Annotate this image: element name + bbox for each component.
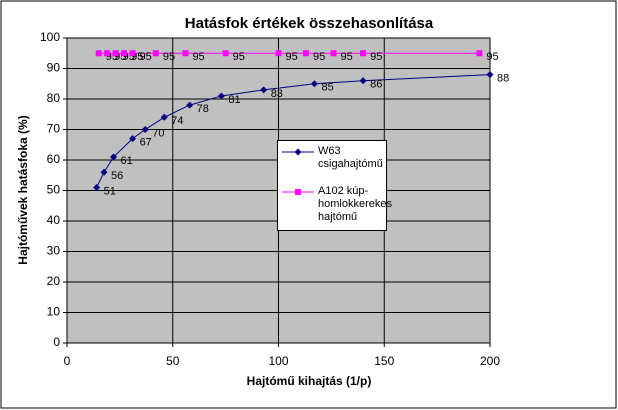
data-label: 95 xyxy=(486,51,498,63)
data-label: 95 xyxy=(313,51,325,63)
data-label: 51 xyxy=(104,185,116,197)
data-label: 95 xyxy=(340,51,352,63)
legend-icon xyxy=(282,148,314,156)
data-label: 95 xyxy=(233,51,245,63)
marker xyxy=(110,153,118,161)
marker xyxy=(486,71,494,79)
data-label: 78 xyxy=(197,103,209,115)
marker xyxy=(217,92,225,100)
x-axis-title: Hajtómű kihajtás (1/p) xyxy=(247,374,372,388)
legend: W63 csigahajtómű A102 kúp-homlokkerekes h… xyxy=(277,140,392,231)
y-tick-label: 30 xyxy=(47,244,61,258)
legend-item: W63 csigahajtómű xyxy=(278,145,386,171)
marker xyxy=(152,50,159,57)
y-tick-label: 10 xyxy=(47,305,61,319)
marker xyxy=(360,50,367,57)
data-label: 86 xyxy=(370,79,382,91)
marker xyxy=(295,189,301,195)
data-label: 95 xyxy=(370,51,382,63)
x-tick-label: 150 xyxy=(374,354,394,368)
legend-label: W63 csigahajtómű xyxy=(318,145,383,170)
y-tick-label: 40 xyxy=(47,213,61,227)
y-axis-title: Hajtóművek hatásfoka (%) xyxy=(16,115,30,264)
y-tick-label: 70 xyxy=(47,122,61,136)
marker xyxy=(302,50,309,57)
y-tick-label: 100 xyxy=(40,30,60,44)
data-label: 95 xyxy=(163,51,175,63)
legend-icon xyxy=(282,189,314,195)
marker xyxy=(129,50,136,57)
y-tick-label: 50 xyxy=(47,183,61,197)
marker xyxy=(129,135,137,143)
series-line xyxy=(96,74,491,188)
marker xyxy=(141,126,149,133)
marker xyxy=(359,77,367,85)
data-label: 88 xyxy=(497,73,509,85)
x-tick-label: 0 xyxy=(64,354,71,368)
marker xyxy=(476,50,483,57)
marker xyxy=(160,113,168,121)
x-tick-label: 200 xyxy=(480,354,500,368)
data-label: 95 xyxy=(192,51,204,63)
y-tick-label: 0 xyxy=(53,335,60,349)
data-label: 67 xyxy=(140,137,152,149)
marker xyxy=(310,80,318,88)
marker xyxy=(95,50,102,57)
data-label: 56 xyxy=(111,170,123,182)
chart-title: Hatásfok értékek összehasonlítása xyxy=(185,15,434,32)
data-label: 95 xyxy=(286,51,298,63)
marker xyxy=(222,50,229,57)
marker xyxy=(182,50,189,57)
marker xyxy=(330,50,337,57)
marker xyxy=(121,50,128,57)
y-tick-label: 80 xyxy=(47,91,61,105)
data-label: 85 xyxy=(321,82,333,94)
y-tick-label: 60 xyxy=(47,152,61,166)
y-tick-label: 90 xyxy=(47,61,61,75)
marker xyxy=(104,50,111,57)
y-tick-label: 20 xyxy=(47,274,61,288)
legend-label: A102 kúp-homlokkerekes hajtómű xyxy=(318,185,392,223)
data-label: 61 xyxy=(121,155,133,167)
marker xyxy=(93,183,101,191)
marker xyxy=(294,148,302,156)
marker xyxy=(186,101,194,109)
marker xyxy=(275,50,282,57)
data-label: 83 xyxy=(271,88,283,100)
data-label: 70 xyxy=(152,127,164,139)
data-label: 95 xyxy=(140,51,152,63)
data-label: 81 xyxy=(228,94,240,106)
x-tick-label: 100 xyxy=(268,354,288,368)
marker xyxy=(100,168,108,176)
marker xyxy=(260,86,268,94)
x-tick-label: 50 xyxy=(166,354,180,368)
legend-item: A102 kúp-homlokkerekes hajtómű xyxy=(278,185,392,224)
marker xyxy=(112,50,119,57)
data-label: 74 xyxy=(171,115,183,127)
